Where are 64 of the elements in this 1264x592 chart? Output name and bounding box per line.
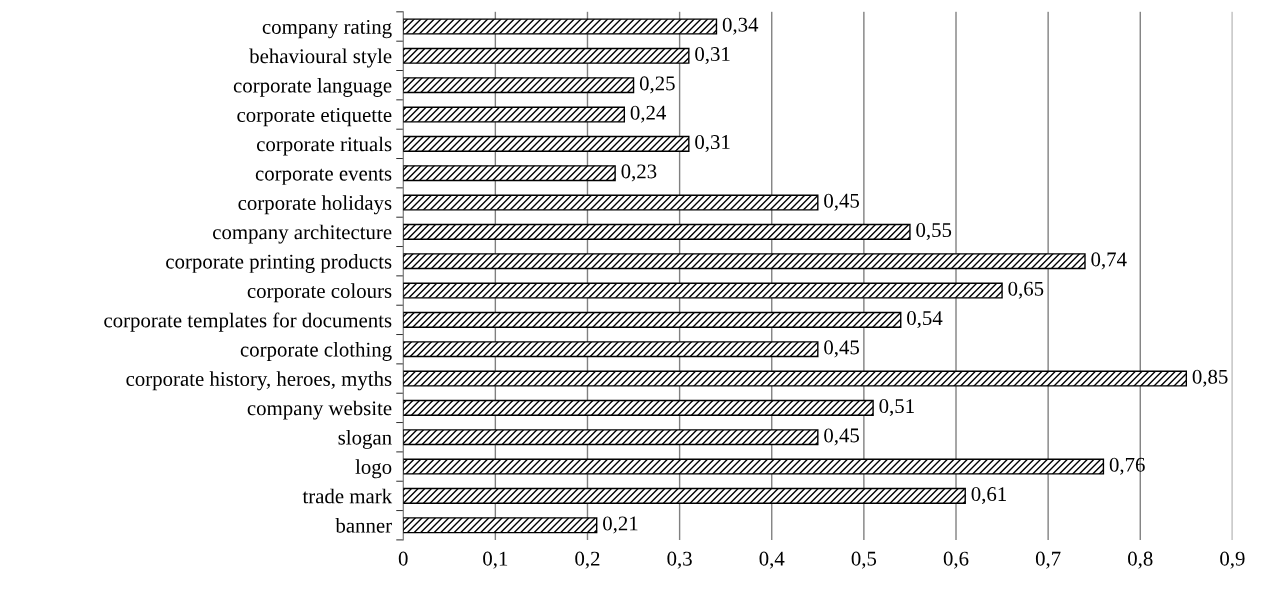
data-label: 0,45 (824, 340, 860, 358)
data-label: 0,31 (695, 47, 730, 65)
x-tick-label: 0,7 (1035, 551, 1061, 569)
data-label: 0,61 (971, 487, 1006, 505)
x-tick-label: 0,6 (943, 551, 969, 569)
data-label: 0,54 (907, 311, 943, 329)
data-label: 0,24 (630, 105, 667, 123)
x-tick-label: 0,1 (483, 551, 508, 569)
bar (403, 106, 626, 123)
y-tick-label: company website (247, 400, 392, 420)
y-tick-label: corporate holidays (238, 195, 392, 215)
bar (403, 311, 902, 328)
x-tick-label: 0,9 (1220, 551, 1245, 569)
x-tick-label: 0,5 (851, 551, 877, 569)
y-tick-label: behavioural style (249, 48, 392, 68)
data-label: 0,25 (639, 76, 675, 94)
x-tick-label: 0 (398, 551, 408, 566)
data-label: 0,34 (722, 17, 759, 35)
x-tick-label: 0,2 (575, 551, 600, 569)
y-tick-label: slogan (338, 430, 392, 449)
x-tick-label: 0,4 (759, 551, 785, 569)
data-label: 0,76 (1109, 457, 1145, 475)
bar (403, 341, 819, 358)
bar (403, 399, 874, 416)
x-tick-label: 0,8 (1128, 551, 1153, 569)
data-label: 0,74 (1091, 252, 1127, 270)
bar (403, 458, 1105, 475)
y-tick-label: corporate rituals (256, 136, 392, 156)
y-tick-label: corporate etiquette (237, 107, 392, 127)
x-tick-label: 0,3 (667, 551, 692, 569)
bar (403, 429, 819, 446)
data-label: 0,85 (1192, 369, 1228, 387)
y-tick-label: logo (355, 459, 392, 479)
bar (403, 135, 690, 152)
bar (403, 487, 966, 504)
y-tick-label: corporate events (255, 168, 392, 185)
bar (403, 223, 911, 240)
bar (403, 18, 718, 35)
data-label: 0,21 (603, 516, 638, 534)
y-tick-label: corporate printing products (166, 253, 392, 273)
data-label: 0,45 (824, 193, 860, 211)
bar (403, 77, 635, 94)
data-label: 0,31 (695, 135, 730, 153)
y-tick-label: corporate language (233, 77, 392, 97)
bar (403, 47, 690, 64)
bar (403, 370, 1188, 387)
bar (403, 253, 1086, 270)
data-label: 0,23 (621, 164, 657, 182)
y-tick-label: banner (335, 518, 392, 533)
y-tick-label: corporate colours (247, 283, 392, 303)
bar (403, 517, 598, 534)
data-label: 0,51 (879, 399, 914, 417)
bar (403, 194, 819, 211)
y-tick-label: company architecture (213, 224, 392, 244)
bar (403, 165, 616, 182)
bar (403, 282, 1003, 299)
y-tick-label: trade mark (302, 488, 393, 504)
data-label: 0,65 (1008, 281, 1044, 299)
y-tick-label: company rating (262, 19, 392, 39)
data-label: 0,55 (916, 223, 952, 241)
y-tick-label: corporate templates for documents (104, 312, 392, 332)
y-tick-label: corporate clothing (240, 341, 392, 361)
data-label: 0,45 (824, 428, 860, 446)
y-tick-label: corporate history, heroes, myths (126, 371, 392, 391)
